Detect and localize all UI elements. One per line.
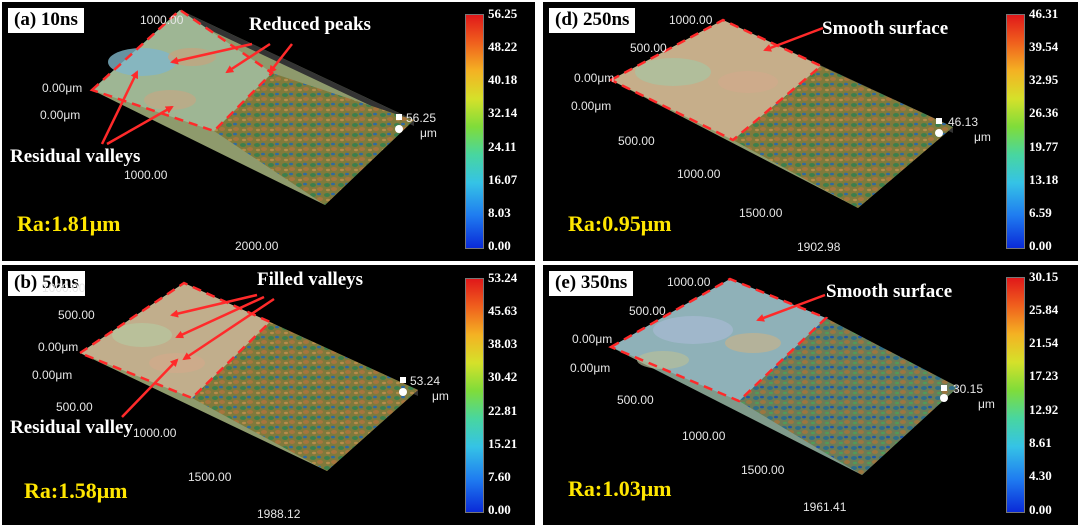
panel-e: (e) 350ns Smooth surface 1000.00 500.00 … [543, 265, 1078, 525]
scale-tick-d: 39.54 [1029, 39, 1059, 54]
color-scale-bar-e [1006, 277, 1025, 513]
scale-tick-e: 21.54 [1029, 335, 1059, 350]
ra-value-b: Ra:1.58μm [24, 478, 128, 503]
scale-tick-b: 45.63 [488, 303, 518, 318]
axis-x-zero-e: 0.00μm [570, 361, 611, 375]
axis-z-value-e: 30.15 [953, 382, 984, 396]
axis-y-500-e: 500.00 [629, 304, 666, 318]
scale-tick-e: 8.61 [1029, 435, 1052, 450]
axis-z-value-d: 46.13 [948, 115, 979, 129]
scale-tick-a: 32.14 [488, 105, 518, 120]
scale-tick-a: 16.07 [488, 172, 518, 187]
scale-tick-d: 46.31 [1029, 6, 1059, 21]
axis-unit-e: μm [978, 397, 995, 411]
scale-tick-b: 22.81 [488, 403, 518, 418]
axis-x-500-b: 500.00 [56, 400, 93, 414]
axis-y-500-d: 500.00 [630, 41, 667, 55]
axis-x-1500-e: 1500.00 [741, 463, 785, 477]
ra-value-d: Ra:0.95μm [568, 211, 672, 236]
panel-label-e: (e) 350ns [549, 271, 634, 296]
axis-y-top-a: 1000.00 [140, 13, 184, 27]
axis-end-e: 1961.41 [803, 500, 847, 514]
axis-end-b: 1988.12 [257, 507, 301, 521]
panel-label-d: (d) 250ns [549, 8, 636, 33]
axis-y-zero-e: 0.00μm [572, 332, 613, 346]
ra-value-a: Ra:1.81μm [17, 211, 121, 236]
axis-y-top-d: 1000.00 [669, 13, 713, 27]
axis-x-zero-b: 0.00μm [32, 368, 73, 382]
axis-mid-a: 1000.00 [124, 168, 168, 182]
scale-tick-d: 19.77 [1029, 139, 1059, 154]
axis-x-zero-a: 0.00μm [40, 108, 81, 122]
axis-y-zero-b: 0.00μm [38, 340, 79, 354]
axis-x-500-e: 500.00 [617, 393, 654, 407]
scale-tick-b: 53.24 [488, 270, 518, 285]
axis-x-500-d: 500.00 [618, 134, 655, 148]
annotation-filled-valleys: Filled valleys [257, 269, 364, 290]
axis-y-top-e: 1000.00 [667, 275, 711, 289]
axis-y-top-b: 1000.00 [42, 281, 86, 295]
surface-plot-e [608, 277, 958, 475]
scale-tick-d: 0.00 [1029, 238, 1052, 253]
color-scale-bar-d [1006, 14, 1025, 249]
annotation-reduced-peaks: Reduced peaks [249, 14, 371, 35]
scale-tick-b: 38.03 [488, 336, 518, 351]
scale-tick-e: 30.15 [1029, 269, 1059, 284]
scale-tick-a: 24.11 [488, 139, 517, 154]
axis-x-zero-d: 0.00μm [571, 99, 612, 113]
axis-end-d: 1902.98 [797, 240, 841, 254]
axis-y-500-b: 500.00 [58, 308, 95, 322]
panel-label-b: (b) 50ns [8, 271, 85, 296]
scale-tick-e: 4.30 [1029, 468, 1052, 483]
panel-a: (a) 10ns Reduced peaks Residual valleys … [2, 2, 535, 261]
scale-tick-b: 30.42 [488, 369, 518, 384]
scale-tick-e: 0.00 [1029, 502, 1052, 517]
scale-tick-a: 0.00 [488, 238, 511, 253]
annotation-residual-valley: Residual valley [10, 417, 133, 438]
annotation-smooth-surface-d: Smooth surface [822, 18, 949, 39]
ra-value-e: Ra:1.03μm [568, 476, 672, 501]
axis-unit-d: μm [974, 130, 991, 144]
axis-y-zero-d: 0.00μm [574, 71, 615, 85]
scale-tick-e: 25.84 [1029, 302, 1059, 317]
scale-tick-a: 8.03 [488, 205, 511, 220]
scale-tick-e: 12.92 [1029, 402, 1059, 417]
scale-tick-a: 56.25 [488, 6, 518, 21]
panel-b: (b) 50ns Filled valleys Residual valley … [2, 265, 535, 525]
scale-tick-b: 15.21 [488, 436, 518, 451]
axis-y-zero-a: 0.00μm [42, 81, 83, 95]
scale-tick-b: 7.60 [488, 469, 511, 484]
axis-unit-b: μm [432, 389, 449, 403]
surface-plot-a [89, 8, 414, 205]
panel-label-a: (a) 10ns [8, 8, 84, 33]
axis-unit-a: μm [420, 126, 437, 140]
scale-tick-a: 48.22 [488, 39, 518, 54]
panel-d: (d) 250ns Smooth surface 1000.00 500.00 … [543, 2, 1078, 261]
axis-mid-d: 1000.00 [677, 167, 721, 181]
scale-tick-d: 13.18 [1029, 172, 1059, 187]
axis-mid-b: 1000.00 [133, 426, 177, 440]
annotation-residual-valleys: Residual valleys [10, 146, 141, 167]
axis-z-value-a: 56.25 [406, 111, 437, 125]
scale-tick-e: 17.23 [1029, 368, 1059, 383]
axis-mid-e: 1000.00 [682, 429, 726, 443]
scale-tick-d: 6.59 [1029, 205, 1052, 220]
axis-end-a: 2000.00 [235, 239, 279, 253]
axis-z-value-b: 53.24 [410, 374, 441, 388]
axis-x-1500-b: 1500.00 [188, 470, 232, 484]
color-scale-bar-b [465, 278, 484, 513]
scale-tick-d: 32.95 [1029, 72, 1059, 87]
axis-x-1500-d: 1500.00 [739, 206, 783, 220]
annotation-smooth-surface-e: Smooth surface [826, 281, 953, 302]
scale-tick-a: 40.18 [488, 72, 518, 87]
color-scale-bar-a [465, 14, 484, 249]
scale-tick-d: 26.36 [1029, 105, 1059, 120]
scale-tick-b: 0.00 [488, 502, 511, 517]
surface-plot-d [608, 18, 953, 208]
surface-plot-b [77, 281, 418, 471]
